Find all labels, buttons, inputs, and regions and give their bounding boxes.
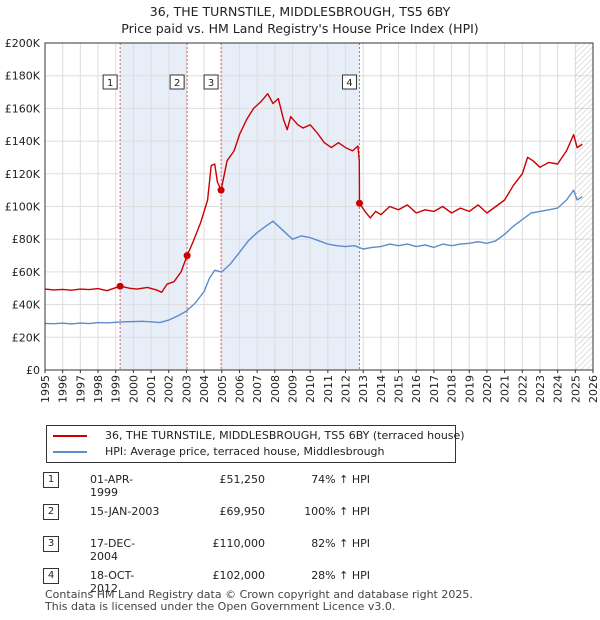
legend-label-property: 36, THE TURNSTILE, MIDDLESBROUGH, TS5 6B…	[105, 429, 465, 442]
y-tick-label: £160K	[5, 102, 41, 115]
y-tick-label: £60K	[12, 266, 41, 279]
x-tick-label: 2011	[322, 375, 335, 403]
x-tick-label: 2000	[127, 375, 140, 403]
x-tick-label: 2009	[286, 375, 299, 403]
sale-badge-label: 2	[174, 78, 180, 89]
sale-badge-label: 1	[107, 78, 113, 89]
sale-point	[217, 186, 225, 194]
table-row: 4 18-OCT-2012 £102,000 28% ↑ HPI	[0, 566, 600, 595]
table-row: 3 17-DEC-2004 £110,000 82% ↑ HPI	[0, 534, 600, 563]
x-tick-label: 2019	[463, 375, 476, 403]
legend-label-hpi: HPI: Average price, terraced house, Midd…	[105, 445, 385, 458]
property-line	[44, 93, 583, 293]
row-hpi: 28% ↑ HPI	[311, 569, 370, 582]
x-tick-label: 2025	[569, 375, 582, 403]
row-date: 18-OCT-2012	[90, 569, 135, 595]
row-date: 17-DEC-2004	[90, 537, 136, 563]
x-tick-label: 2005	[216, 375, 229, 403]
x-tick-label: 2006	[233, 375, 246, 403]
plot-frame	[44, 42, 594, 371]
x-tick-label: 2008	[269, 375, 282, 403]
sale-badge	[341, 74, 357, 90]
x-tick-label: 2026	[587, 375, 600, 403]
price-chart: 1 2 3 4 £0 £20K £40K £60K £80K £100K £120K £140K £1…	[5, 37, 600, 403]
y-tick-label: £120K	[5, 168, 41, 181]
row-date: 01-APR-1999	[90, 473, 134, 499]
sale-badge	[203, 74, 219, 90]
y-tick-label: £40K	[12, 299, 41, 312]
legend-swatch-property	[53, 435, 87, 437]
row-price: £110,000	[212, 537, 266, 550]
sale-badge-label: 4	[346, 78, 352, 89]
chart-title: 36, THE TURNSTILE, MIDDLESBROUGH, TS5 6B…	[0, 3, 600, 37]
y-tick-label: £180K	[5, 70, 41, 83]
row-badge: 3	[43, 536, 59, 552]
y-tick-label: £100K	[5, 201, 41, 214]
y-tick-label: £20K	[12, 331, 41, 344]
sale-badge	[102, 74, 118, 90]
sale-badge	[169, 74, 185, 90]
title-line-1: 36, THE TURNSTILE, MIDDLESBROUGH, TS5 6B…	[149, 4, 451, 19]
row-hpi: 100% ↑ HPI	[304, 505, 370, 518]
x-tick-label: 2018	[446, 375, 459, 403]
x-tick-label: 2014	[375, 375, 388, 403]
x-tick-label: 2001	[145, 375, 158, 403]
row-badge: 1	[43, 472, 59, 488]
x-tick-label: 1997	[74, 375, 87, 403]
sale-point	[355, 199, 363, 207]
table-row: 2 15-JAN-2003 £69,950 100% ↑ HPI	[0, 502, 600, 522]
title-line-2: Price paid vs. HM Land Registry's House …	[121, 21, 479, 36]
footer-line-1: Contains HM Land Registry data © Crown c…	[45, 588, 473, 601]
x-tick-label: 1999	[110, 375, 123, 403]
x-tick-label: 2002	[163, 375, 176, 403]
x-tick-label: 1998	[92, 375, 105, 403]
sale-point	[183, 252, 191, 260]
row-price: £51,250	[219, 473, 266, 486]
sale-point	[116, 282, 124, 290]
x-tick-label: 2020	[481, 375, 494, 403]
x-tick-label: 2017	[428, 375, 441, 403]
x-tick-label: 2012	[340, 375, 353, 403]
y-tick-label: £80K	[12, 233, 41, 246]
x-tick-label: 1996	[57, 375, 70, 403]
y-tick-label: £0	[26, 364, 40, 377]
row-hpi: 82% ↑ HPI	[311, 537, 370, 550]
x-tick-label: 2024	[552, 375, 565, 403]
legend-item-hpi: HPI: Average price, terraced house, Midd…	[53, 444, 385, 460]
x-tick-label: 2023	[534, 375, 547, 403]
row-date: 15-JAN-2003	[90, 505, 160, 518]
forecast-hatch	[575, 43, 593, 370]
x-tick-label: 2004	[198, 375, 211, 403]
row-hpi: 74% ↑ HPI	[311, 473, 370, 486]
x-tick-label: 2010	[304, 375, 317, 403]
x-tick-label: 2022	[516, 375, 529, 403]
x-tick-label: 1995	[39, 375, 52, 403]
footer-line-2: This data is licensed under the Open Gov…	[45, 600, 396, 613]
footer-attribution: Contains HM Land Registry data © Crown c…	[45, 589, 473, 613]
x-tick-label: 2007	[251, 375, 264, 403]
row-badge: 4	[43, 568, 59, 584]
x-tick-label: 2015	[393, 375, 406, 403]
x-tick-label: 2013	[357, 375, 370, 403]
x-tick-label: 2016	[410, 375, 423, 403]
row-price: £69,950	[219, 505, 266, 518]
x-tick-label: 2003	[180, 375, 193, 403]
legend-item-property: 36, THE TURNSTILE, MIDDLESBROUGH, TS5 6B…	[53, 428, 465, 444]
x-tick-label: 2021	[499, 375, 512, 403]
legend-swatch-hpi	[53, 451, 87, 453]
sale-badge-label: 3	[208, 78, 214, 89]
row-price: £102,000	[212, 569, 266, 582]
y-tick-label: £140K	[5, 135, 41, 148]
chart-legend: 36, THE TURNSTILE, MIDDLESBROUGH, TS5 6B…	[46, 425, 465, 463]
table-row: 1 01-APR-1999 £51,250 74% ↑ HPI	[0, 470, 600, 499]
y-tick-label: £200K	[5, 37, 41, 50]
hpi-line	[44, 189, 583, 325]
row-badge: 2	[43, 504, 59, 520]
